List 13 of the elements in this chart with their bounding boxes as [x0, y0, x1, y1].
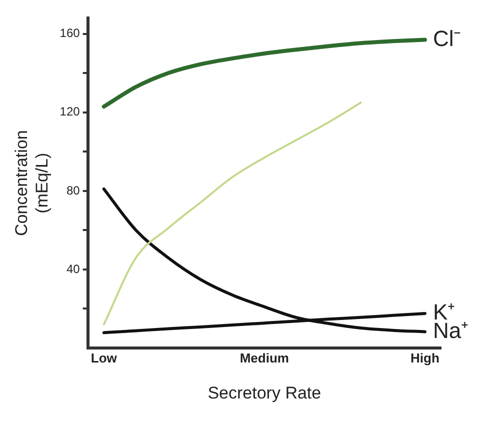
- x-tick-label: Low: [90, 350, 118, 366]
- y-tick-label: 40: [66, 262, 80, 276]
- x-tick-label: Medium: [240, 350, 289, 366]
- x-axis-title: Secretory Rate: [208, 383, 322, 402]
- series-label: Cl⁻: [432, 26, 461, 51]
- line-series: [102, 102, 362, 326]
- y-axis-title: Concentration (mEq/L): [12, 130, 52, 236]
- y-tick-label: 80: [66, 183, 80, 198]
- y-tick-label: 120: [60, 104, 80, 119]
- x-tick-label: High: [410, 350, 440, 366]
- line-series: [102, 187, 426, 334]
- y-tick-label: 160: [60, 26, 80, 40]
- line-series: [102, 38, 427, 109]
